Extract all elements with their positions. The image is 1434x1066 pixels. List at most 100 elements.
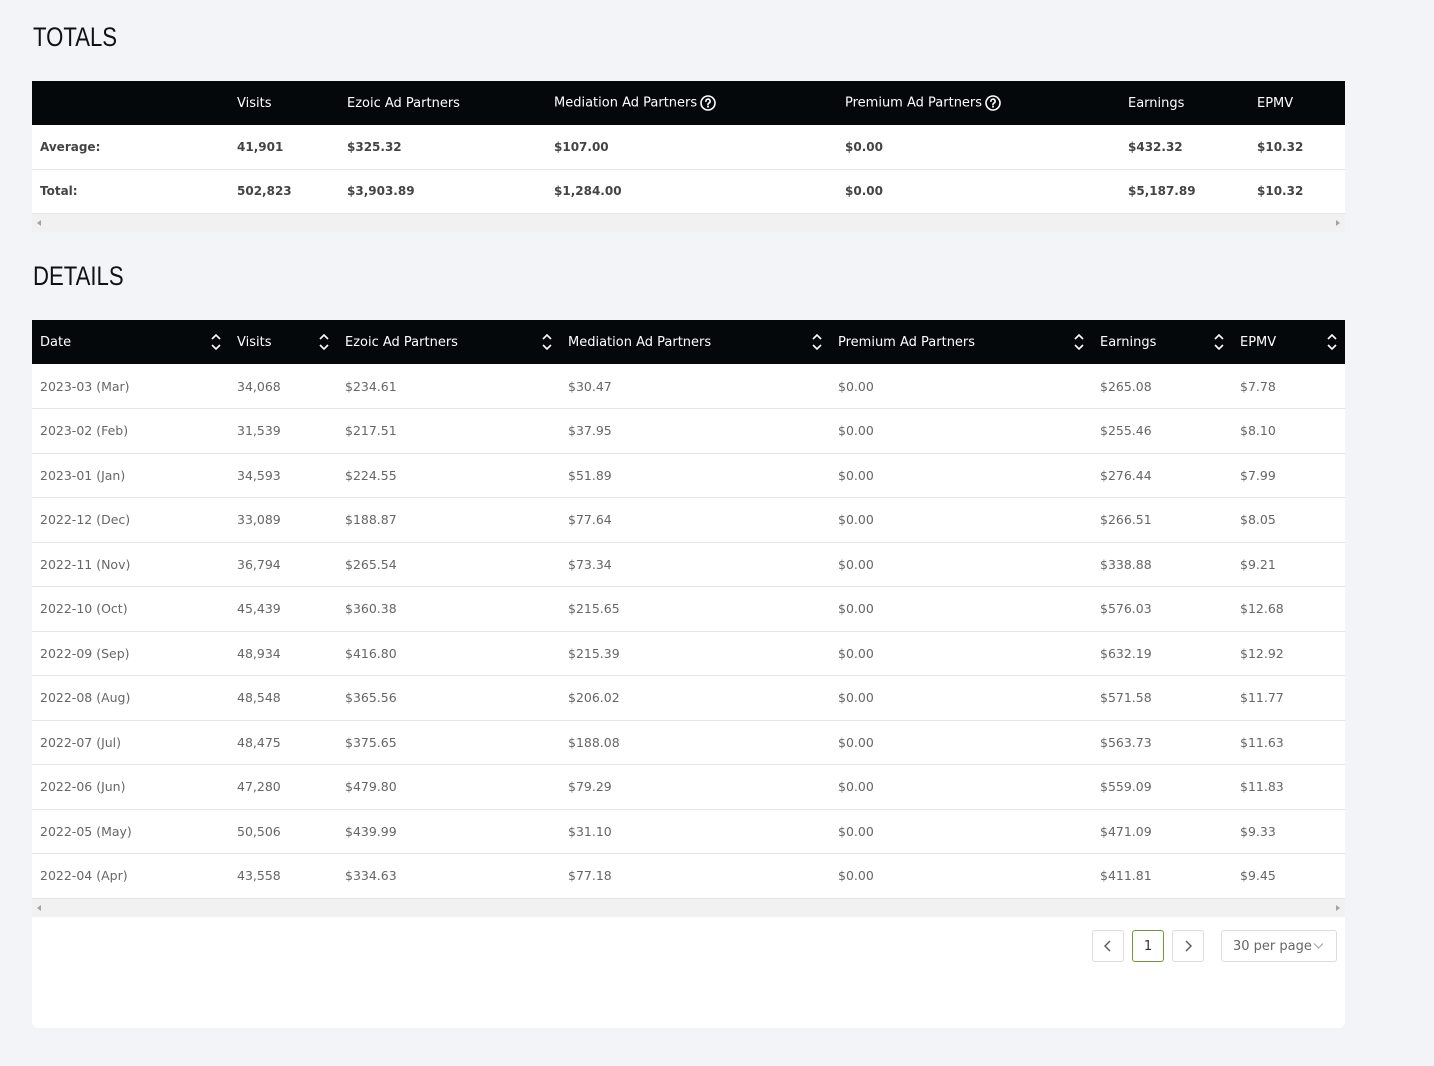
table-cell: $365.56 (337, 675, 560, 721)
table-cell: $325.32 (339, 125, 546, 170)
table-cell: $360.38 (337, 586, 560, 632)
table-cell: 2022-08 (Aug) (32, 675, 229, 721)
table-cell: $265.08 (1092, 364, 1232, 409)
sort-arrows-icon[interactable] (542, 332, 552, 352)
table-cell: $0.00 (830, 853, 1092, 899)
details-header-ezoic[interactable]: Ezoic Ad Partners (337, 320, 560, 364)
table-cell: $11.63 (1232, 720, 1345, 765)
table-cell: $0.00 (830, 542, 1092, 587)
table-row: 2023-02 (Feb) 31,539 $217.51 $37.95 $0.00 $25… (32, 408, 1345, 454)
table-cell: $73.34 (560, 542, 830, 587)
table-cell: $77.18 (560, 853, 830, 899)
totals-horizontal-scrollbar[interactable] (32, 213, 1345, 232)
table-row: 2022-07 (Jul) 48,475 $375.65 $188.08 $0.00 $5… (32, 720, 1345, 765)
table-cell: 2022-06 (Jun) (32, 764, 229, 810)
sort-arrows-icon[interactable] (211, 332, 221, 352)
totals-header-mediation: Mediation Ad Partners (546, 81, 837, 125)
table-cell: $0.00 (830, 586, 1092, 632)
question-circle-icon[interactable] (700, 95, 716, 111)
table-row: 2022-04 (Apr) 43,558 $334.63 $77.18 $0.00 $41… (32, 853, 1345, 899)
table-row: 2022-11 (Nov) 36,794 $265.54 $73.34 $0.00 $33… (32, 542, 1345, 587)
table-cell: 45,439 (229, 586, 337, 632)
table-cell: 33,089 (229, 497, 337, 543)
totals-header-ezoic: Ezoic Ad Partners (339, 81, 546, 125)
details-header-epmv[interactable]: EPMV (1232, 320, 1345, 364)
table-cell: $77.64 (560, 497, 830, 543)
table-cell: $206.02 (560, 675, 830, 721)
scroll-right-icon[interactable] (1336, 904, 1340, 911)
details-header-earnings[interactable]: Earnings (1092, 320, 1232, 364)
scroll-left-icon[interactable] (37, 904, 41, 911)
table-cell: $266.51 (1092, 497, 1232, 543)
table-cell: $7.78 (1232, 364, 1345, 409)
table-cell: 2022-12 (Dec) (32, 497, 229, 543)
details-table-container: Date Visits Ezoic Ad Partners Mediation Ad … (32, 320, 1345, 1028)
scroll-left-icon[interactable] (37, 219, 41, 226)
table-cell: $632.19 (1092, 631, 1232, 676)
table-cell: $0.00 (830, 364, 1092, 409)
sort-arrows-icon[interactable] (1327, 332, 1337, 352)
table-cell: $10.32 (1249, 169, 1345, 214)
next-page-button[interactable] (1172, 930, 1204, 962)
table-row: 2022-05 (May) 50,506 $439.99 $31.10 $0.00 $47… (32, 809, 1345, 854)
table-cell: $571.58 (1092, 675, 1232, 721)
totals-row-average: Average: 41,901 $325.32 $107.00 $0.00 $4… (32, 125, 1345, 170)
table-cell: $1,284.00 (546, 169, 837, 214)
details-header-visits[interactable]: Visits (229, 320, 337, 364)
table-cell: 2023-01 (Jan) (32, 453, 229, 498)
table-cell: $12.92 (1232, 631, 1345, 676)
table-cell: 2022-11 (Nov) (32, 542, 229, 587)
column-header-label: Premium Ad Partners (838, 334, 976, 350)
table-row: 2022-09 (Sep) 48,934 $416.80 $215.39 $0.00 $6… (32, 631, 1345, 676)
table-cell: Total: (32, 169, 229, 214)
table-cell: $375.65 (337, 720, 560, 765)
table-cell: $37.95 (560, 408, 830, 454)
scroll-right-icon[interactable] (1336, 219, 1340, 226)
sort-arrows-icon[interactable] (1214, 332, 1224, 352)
details-header-row: Date Visits Ezoic Ad Partners Mediation Ad … (32, 320, 1345, 364)
table-cell: 2022-07 (Jul) (32, 720, 229, 765)
table-cell: $8.10 (1232, 408, 1345, 454)
table-cell: 48,548 (229, 675, 337, 721)
column-header-label: Visits (237, 334, 272, 350)
totals-title: TOTALS (33, 22, 118, 52)
table-cell: $0.00 (830, 720, 1092, 765)
pagination: 1 30 per page (1092, 930, 1337, 962)
sort-arrows-icon[interactable] (812, 332, 822, 352)
table-cell: $217.51 (337, 408, 560, 454)
table-cell: $0.00 (837, 169, 1120, 214)
table-cell: $51.89 (560, 453, 830, 498)
table-cell: $234.61 (337, 364, 560, 409)
page-button-current[interactable]: 1 (1132, 930, 1164, 962)
table-cell: $11.83 (1232, 764, 1345, 810)
table-cell: 48,475 (229, 720, 337, 765)
totals-header-earnings: Earnings (1120, 81, 1249, 125)
details-title: DETAILS (33, 261, 124, 291)
table-row: 2022-10 (Oct) 45,439 $360.38 $215.65 $0.00 $5… (32, 586, 1345, 632)
table-cell: $215.65 (560, 586, 830, 632)
sort-arrows-icon[interactable] (319, 332, 329, 352)
table-cell: 34,593 (229, 453, 337, 498)
chevron-right-icon (1185, 940, 1192, 952)
details-horizontal-scrollbar[interactable] (32, 898, 1345, 917)
table-cell: $12.68 (1232, 586, 1345, 632)
details-header-date[interactable]: Date (32, 320, 229, 364)
prev-page-button[interactable] (1092, 930, 1124, 962)
sort-arrows-icon[interactable] (1074, 332, 1084, 352)
per-page-select[interactable]: 30 per page (1221, 930, 1337, 962)
question-circle-icon[interactable] (985, 95, 1001, 111)
details-header-premium[interactable]: Premium Ad Partners (830, 320, 1092, 364)
table-cell: $9.33 (1232, 809, 1345, 854)
table-cell: $338.88 (1092, 542, 1232, 587)
column-header-label: Mediation Ad Partners (568, 334, 712, 350)
details-header-mediation[interactable]: Mediation Ad Partners (560, 320, 830, 364)
table-cell: $334.63 (337, 853, 560, 899)
table-cell: $411.81 (1092, 853, 1232, 899)
totals-header-visits: Visits (229, 81, 339, 125)
table-cell: Average: (32, 125, 229, 170)
table-cell: $9.45 (1232, 853, 1345, 899)
table-cell: 48,934 (229, 631, 337, 676)
table-cell: $31.10 (560, 809, 830, 854)
chevron-left-icon (1104, 940, 1111, 952)
table-cell: $188.87 (337, 497, 560, 543)
